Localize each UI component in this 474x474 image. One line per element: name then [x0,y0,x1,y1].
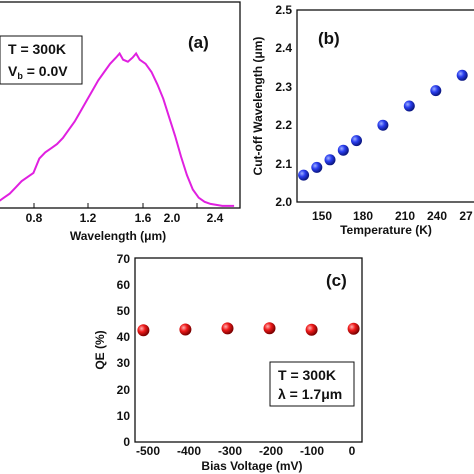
panel-c-letter: (c) [326,271,347,290]
x-tick-label: 2.0 [164,211,181,225]
panel-b-ylabel: Cut-off Wavelength (μm) [251,37,265,176]
panel-b-frame [296,9,474,203]
panel-a-frame [0,1,241,209]
y-tick-label: 20 [117,383,131,397]
y-tick-label: 50 [117,304,131,318]
panel-c: 0 10 20 30 40 50 60 70 -500 -400 -300 -2… [93,252,363,473]
data-point [263,322,276,335]
panel-a-annotation-temp: T = 300K [8,41,66,57]
data-point [347,322,360,335]
data-point [311,161,323,173]
x-tick-label: -100 [300,444,324,458]
panel-c-ylabel: QE (%) [93,330,107,369]
panel-b-xlabel: Temperature (K) [340,223,432,237]
x-tick-label: 1.6 [135,211,152,225]
x-tick-label: -400 [177,444,201,458]
x-tick-label: -500 [136,444,160,458]
x-tick-label: 240 [427,209,447,223]
y-tick-label: 2.4 [275,41,292,55]
y-tick-label: 0 [123,435,130,449]
data-point [337,144,349,156]
data-point [403,100,415,112]
panel-c-annotation-temp: T = 300K [278,367,336,383]
panel-b-points [298,69,468,181]
data-point [137,324,150,337]
panel-c-annotation-lambda: λ = 1.7μm [278,386,342,402]
x-tick-label: 2.4 [207,211,224,225]
data-point [179,323,192,336]
panel-a: 0.8 1.2 1.6 2.0 2.4 Wavelength (μm) (a) … [0,1,241,243]
panel-a-xlabel: Wavelength (μm) [70,229,166,243]
panel-c-xlabel: Bias Voltage (mV) [201,459,302,473]
x-tick-label: -300 [218,444,242,458]
y-tick-label: 10 [117,409,131,423]
panel-b-letter: (b) [318,29,340,48]
data-point [305,323,318,336]
y-tick-label: 2.2 [275,118,292,132]
panel-c-annotation-box [269,361,355,407]
data-point [298,169,310,181]
x-tick-label: 210 [395,209,415,223]
panel-a-spectrum-line [0,51,235,207]
panel-c-points [137,322,360,337]
y-tick-label: 70 [117,252,131,266]
y-tick-label: 2.1 [275,157,292,171]
x-tick-label: 27 [459,209,473,223]
panel-b-ticks: 2.0 2.1 2.2 2.3 2.4 2.5 150 180 210 240 … [275,3,473,223]
data-point [324,154,336,166]
y-tick-label: 30 [117,356,131,370]
panel-c-frame [134,257,363,443]
x-tick-label: 1.2 [80,211,97,225]
x-tick-label: 180 [353,209,373,223]
x-tick-label: 0 [349,444,356,458]
y-tick-label: 60 [117,278,131,292]
y-tick-label: 2.3 [275,80,292,94]
panel-a-letter: (a) [188,33,209,52]
panel-a-annotation-box [0,35,83,85]
panel-a-xticks: 0.8 1.2 1.6 2.0 2.4 [26,203,224,225]
y-tick-label: 2.0 [275,195,292,209]
x-tick-label: -200 [259,444,283,458]
panel-c-ticks: 0 10 20 30 40 50 60 70 -500 -400 -300 -2… [117,252,356,458]
data-point [221,322,234,335]
panel-b: 2.0 2.1 2.2 2.3 2.4 2.5 150 180 210 240 … [251,3,474,237]
x-tick-label: 150 [312,209,332,223]
y-tick-label: 40 [117,330,131,344]
panel-a-annotation-bias: Vb = 0.0V [8,63,68,81]
data-point [351,135,362,147]
data-point [430,85,442,97]
data-point [456,69,468,81]
x-tick-label: 0.8 [26,211,43,225]
data-point [377,119,389,131]
y-tick-label: 2.5 [275,3,292,17]
